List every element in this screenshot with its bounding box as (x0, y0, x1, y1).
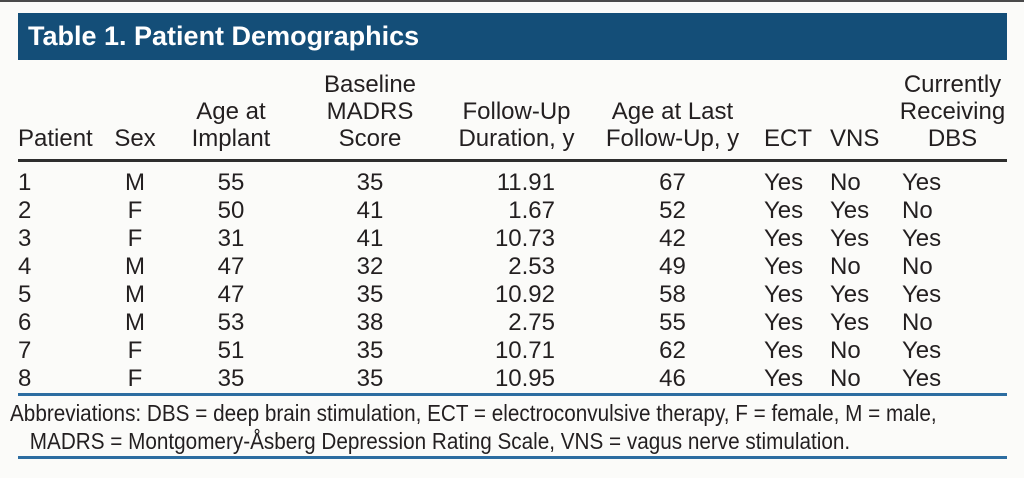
table-cell: 42 (659, 225, 686, 252)
table-row: 4 M 47 32 2.53 49 Yes No No (18, 253, 1007, 281)
table-row: 6 M 53 38 2.75 55 Yes Yes No (18, 309, 1007, 337)
table-cell: 4 (18, 253, 32, 280)
table-cell: 47 (217, 253, 245, 280)
table-cell: 10.92 (494, 281, 555, 308)
table-cell: 35 (356, 281, 384, 308)
table-cell: 8 (18, 365, 32, 392)
table-cell: M (125, 169, 145, 196)
table-row: 7 F 51 35 10.71 62 Yes No Yes (18, 337, 1007, 365)
column-header: Currently Receiving DBS (898, 62, 1007, 162)
table-cell: Yes (830, 309, 870, 336)
table-cell: 11.91 (496, 169, 555, 196)
table-row: 5 M 47 35 10.92 58 Yes Yes Yes (18, 281, 1007, 309)
table-cell: Yes (902, 337, 942, 364)
table-row: 1 M 55 35 11.91 67 Yes No Yes (18, 161, 1007, 198)
table-cell: 62 (659, 337, 686, 364)
column-header: VNS (828, 62, 898, 162)
table-cell: 58 (659, 281, 686, 308)
table-cell: 3 (18, 225, 32, 252)
table-cell: M (125, 309, 145, 336)
table-cell: Yes (764, 253, 804, 280)
table-cell: 51 (217, 337, 245, 364)
table-title-bar: Table 1. Patient Demographics (18, 13, 1007, 60)
table-cell: Yes (902, 365, 942, 392)
table-cell: Yes (902, 281, 942, 308)
table-cell: No (830, 169, 861, 196)
table-cell: 46 (659, 365, 686, 392)
table-cell: 2 (18, 197, 32, 224)
table-header-row: Patient Sex Age at Implant Baseline MADRS S… (18, 62, 1007, 162)
table-cell: 35 (356, 169, 384, 196)
table-cell: 7 (18, 337, 32, 364)
table-row: 3 F 31 41 10.73 42 Yes Yes Yes (18, 225, 1007, 253)
column-header: Sex (100, 62, 170, 162)
table-cell: 41 (356, 225, 384, 252)
column-header: Patient (18, 62, 100, 162)
table-cell: Yes (830, 281, 870, 308)
table-cell: Yes (830, 225, 870, 252)
table-cell: 55 (659, 309, 686, 336)
table-cell: 67 (659, 169, 686, 196)
table-cell: 35 (356, 337, 384, 364)
table-cell: Yes (764, 169, 804, 196)
table-cell: 1 (18, 169, 32, 196)
table-cell: 10.73 (494, 225, 555, 252)
table-cell: F (127, 337, 143, 364)
table-cell: F (127, 197, 143, 224)
table-cell: 47 (217, 281, 245, 308)
column-header: Age at Last Follow-Up, y (585, 62, 760, 162)
table-cell: 2.53 (508, 253, 555, 280)
table-cell: 10.71 (494, 337, 555, 364)
table-cell: 41 (356, 197, 384, 224)
table-cell: Yes (764, 281, 804, 308)
table-title: Table 1. Patient Demographics (28, 21, 420, 51)
table-cell: 31 (217, 225, 245, 252)
table-cell: 49 (659, 253, 686, 280)
table-cell: 35 (356, 365, 384, 392)
table-cell: F (127, 225, 143, 252)
table-cell: No (830, 365, 861, 392)
table-cell: Yes (764, 365, 804, 392)
table-cell: 35 (217, 365, 245, 392)
table-cell: No (902, 253, 933, 280)
table-cell: 5 (18, 281, 32, 308)
table-cell: 55 (217, 169, 245, 196)
column-header: Baseline MADRS Score (292, 62, 448, 162)
table-cell: 53 (217, 309, 245, 336)
table-cell: 38 (356, 309, 384, 336)
table-row: 2 F 50 41 1.67 52 Yes Yes No (18, 197, 1007, 225)
column-header: ECT (760, 62, 828, 162)
table-cell: No (902, 309, 933, 336)
table-cell: Yes (902, 169, 942, 196)
top-hairline (0, 0, 1024, 2)
table-cell: 1.67 (508, 197, 555, 224)
table-cell: 6 (18, 309, 32, 336)
table-cell: Yes (764, 337, 804, 364)
table-cell: Yes (764, 197, 804, 224)
table-cell: 10.95 (494, 365, 555, 392)
column-header: Age at Implant (170, 62, 292, 162)
table-cell: 50 (217, 197, 245, 224)
table-cell: Yes (902, 225, 942, 252)
table-cell: 2.75 (508, 309, 555, 336)
table-cell: F (127, 365, 143, 392)
table-cell: Yes (830, 197, 870, 224)
table-row: 8 F 35 35 10.95 46 Yes No Yes (18, 365, 1007, 395)
table-cell: Yes (764, 309, 804, 336)
bottom-rule (18, 456, 1007, 459)
table-cell: M (125, 253, 145, 280)
column-header: Follow-Up Duration, y (448, 62, 585, 162)
table-body: 1 M 55 35 11.91 67 Yes No Yes 2 F 50 41 1.67 52 Yes Yes N… (18, 161, 1007, 395)
table-cell: Yes (764, 225, 804, 252)
table-cell: 32 (356, 253, 384, 280)
abbreviations-footnote: Abbreviations: DBS = deep brain stimulat… (10, 400, 937, 454)
patient-demographics-table: Patient Sex Age at Implant Baseline MADRS S… (18, 62, 1007, 396)
table-cell: 52 (659, 197, 686, 224)
table-cell: No (902, 197, 933, 224)
table-cell: No (830, 337, 861, 364)
table-cell: M (125, 281, 145, 308)
table-header: Patient Sex Age at Implant Baseline MADRS S… (18, 62, 1007, 162)
table-cell: No (830, 253, 861, 280)
